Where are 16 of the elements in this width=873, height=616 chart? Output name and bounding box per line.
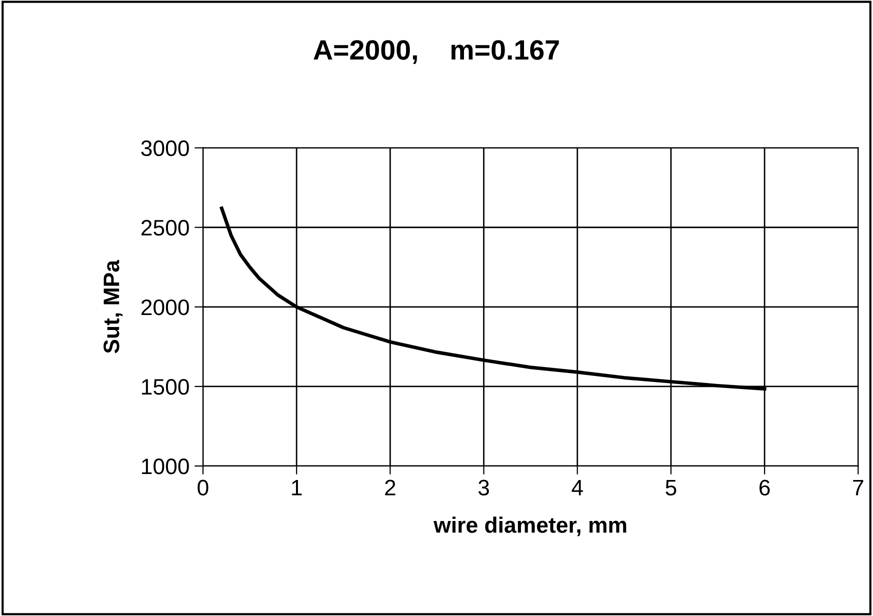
x-tick-label: 0 — [198, 480, 208, 496]
x-tick-label: 6 — [760, 480, 770, 496]
y-tick-label: 3000 — [141, 140, 189, 156]
x-tick-label: 1 — [292, 480, 302, 496]
x-tick-label: 3 — [478, 480, 489, 496]
x-tick-label: 5 — [666, 480, 676, 496]
x-tick-label: 4 — [572, 480, 583, 496]
y-axis-title: Sut, MPa — [104, 260, 123, 354]
chart-title: A=2000, m=0.167 — [314, 40, 559, 64]
x-axis-title: wire diameter, mm — [434, 516, 626, 536]
y-tick-label: 2500 — [141, 220, 189, 236]
y-tick-label: 2000 — [141, 299, 189, 316]
y-tick-label: 1500 — [142, 379, 189, 395]
x-tick-label: 7 — [853, 480, 864, 496]
x-tick-label: 2 — [385, 480, 396, 496]
y-tick-label: 1000 — [142, 458, 189, 474]
